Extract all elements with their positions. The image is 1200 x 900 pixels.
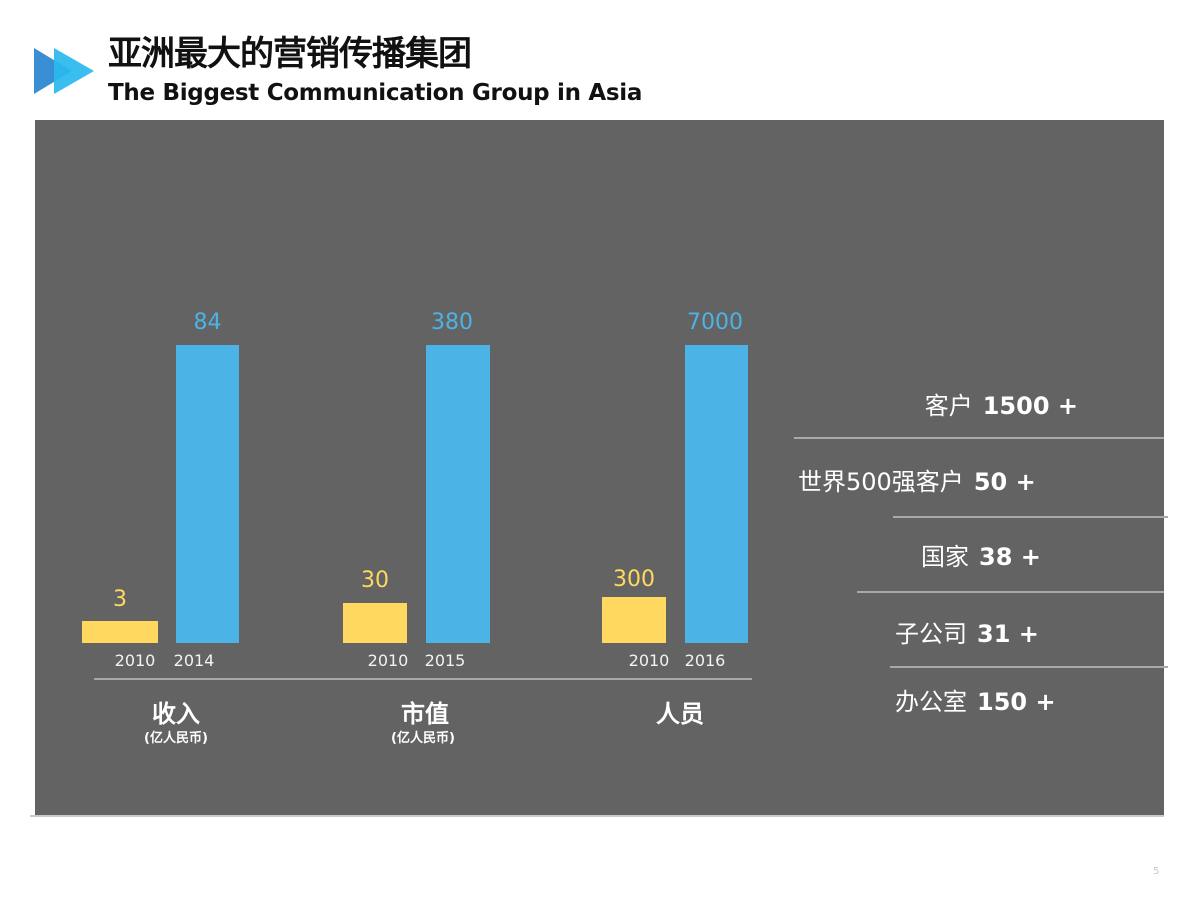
stat-clients: 客户 1500 + <box>925 390 1078 425</box>
stat-offices: 办公室 150 + <box>895 686 1056 721</box>
x-tick-label: 2014 <box>173 651 215 670</box>
stat-label: 客户 <box>924 392 973 420</box>
stat-label: 办公室 <box>895 688 967 716</box>
stat-value: 31 + <box>977 620 1039 648</box>
page-title: 亚洲最大的营销传播集团 <box>108 34 472 74</box>
stat-value: 38 + <box>979 543 1041 571</box>
bar-2016-staff <box>685 345 748 643</box>
category-unit: (亿人民币) <box>144 731 208 746</box>
stat-label: 世界500强客户 <box>798 468 964 496</box>
stat-divider <box>890 666 1168 668</box>
bar-value-label: 380 <box>431 310 473 335</box>
bar-2010-staff <box>602 597 666 643</box>
chart-baseline <box>94 678 752 680</box>
bar-value-label: 300 <box>613 567 655 592</box>
bar-2010-revenue <box>82 621 158 643</box>
stat-divider <box>794 437 1164 439</box>
stat-divider <box>857 591 1164 593</box>
bar-value-label: 3 <box>113 587 127 612</box>
bar-value-label: 7000 <box>687 310 743 335</box>
page-number: 5 <box>1153 866 1160 877</box>
category-label: 市值 <box>401 700 449 728</box>
stat-subsidiaries: 子公司 31 + <box>895 618 1039 653</box>
bar-2015-market-cap <box>426 345 490 643</box>
category-label: 收入 <box>152 700 200 728</box>
stat-countries: 国家 38 + <box>921 541 1041 576</box>
bar-value-label: 84 <box>193 310 222 335</box>
stat-value: 50 + <box>973 468 1036 496</box>
stat-fortune500-clients: 世界500强客户 50 + <box>798 466 1036 501</box>
page-subtitle: The Biggest Communication Group in Asia <box>108 80 643 106</box>
stat-value: 1500 + <box>982 392 1078 420</box>
x-tick-label: 2010 <box>114 651 156 670</box>
x-tick-label: 2010 <box>367 651 409 670</box>
category-unit: (亿人民币) <box>391 731 455 746</box>
stat-label: 国家 <box>921 543 969 571</box>
panel-bottom-edge <box>30 815 1164 817</box>
bar-value-label: 30 <box>361 568 389 593</box>
stat-label: 子公司 <box>895 620 967 648</box>
x-tick-label: 2015 <box>424 651 466 670</box>
x-tick-label: 2016 <box>684 651 726 670</box>
bar-2014-revenue <box>176 345 239 643</box>
x-tick-label: 2010 <box>628 651 670 670</box>
bar-2010-market-cap <box>343 603 407 643</box>
category-label: 人员 <box>656 700 704 728</box>
stat-value: 150 + <box>977 688 1056 716</box>
double-play-arrow-icon <box>34 48 94 94</box>
stat-divider <box>893 516 1168 518</box>
